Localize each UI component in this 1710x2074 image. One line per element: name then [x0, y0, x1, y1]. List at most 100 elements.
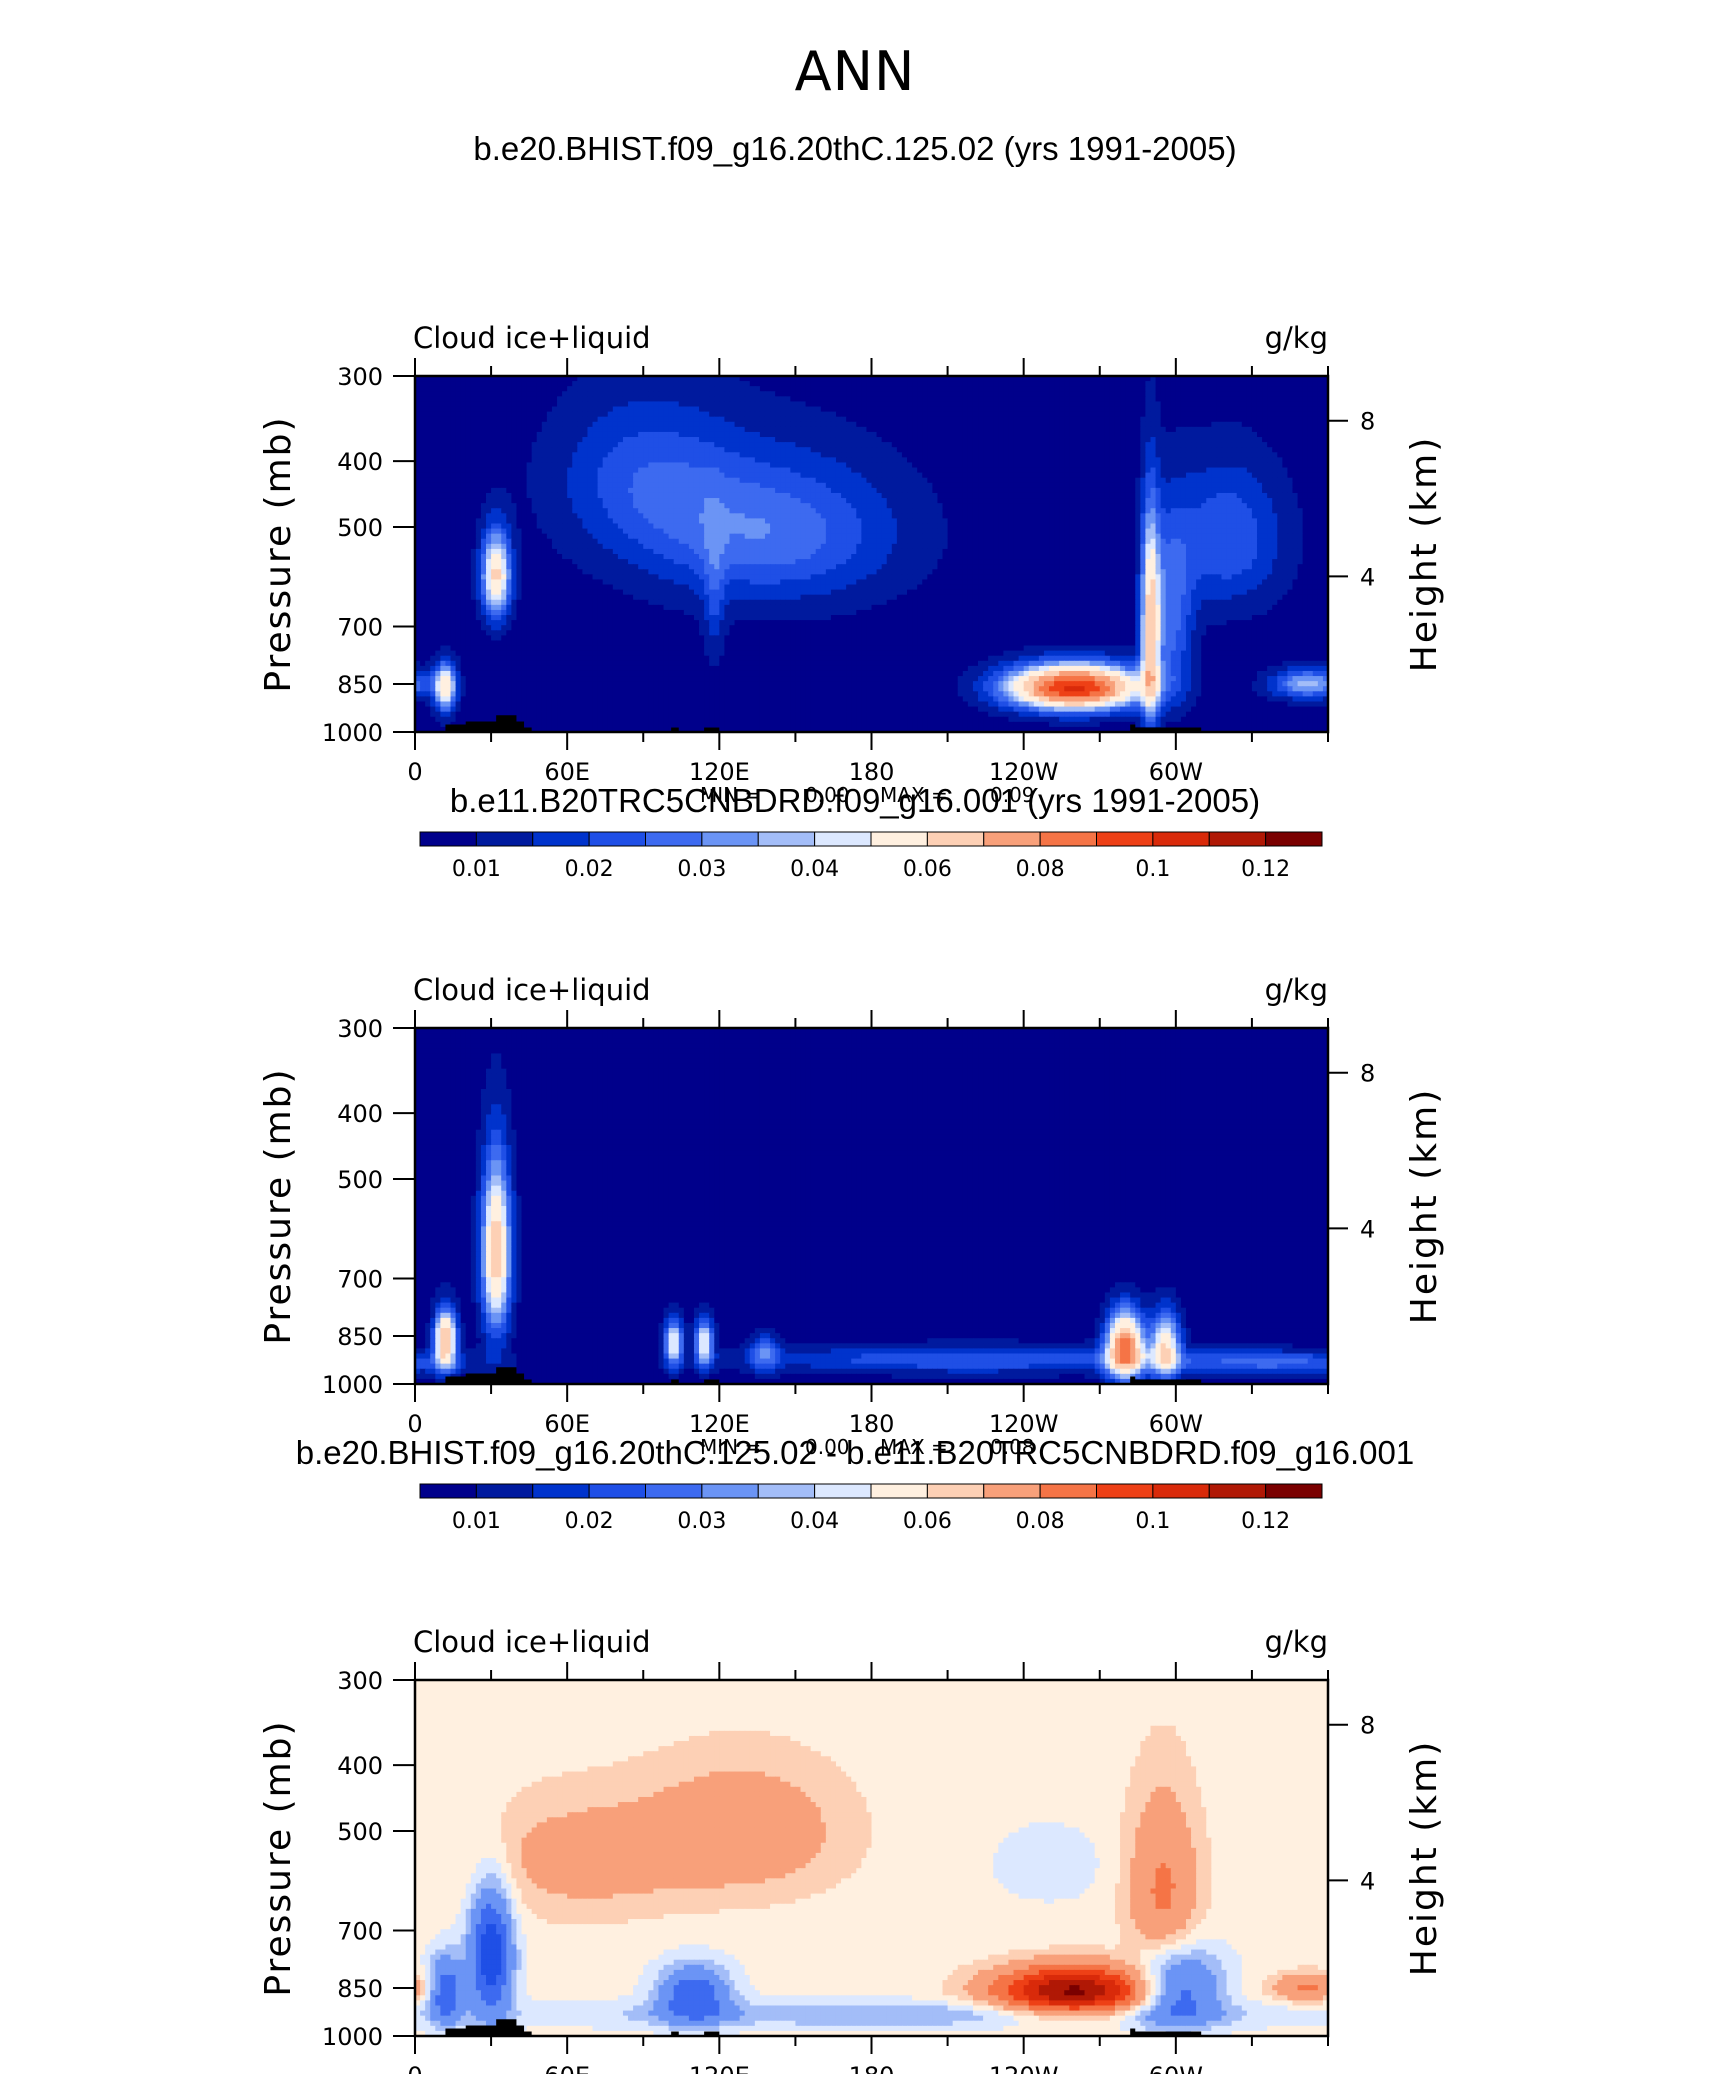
contour-cell — [729, 431, 736, 438]
contour-cell — [496, 391, 502, 397]
contour-cell — [815, 467, 822, 474]
contour-cell — [1064, 467, 1070, 474]
contour-cell — [551, 381, 558, 387]
contour-cell — [764, 401, 771, 408]
contour-cell — [1160, 477, 1167, 484]
contour-cell — [988, 467, 994, 474]
contour-cell — [993, 426, 999, 433]
contour-cell — [511, 391, 518, 397]
contour-cell — [1170, 381, 1177, 387]
contour-cell — [785, 472, 791, 479]
contour-cell — [633, 467, 639, 474]
contour-cell — [770, 477, 776, 484]
contour-cell — [516, 401, 523, 408]
contour-cell — [445, 416, 452, 423]
contour-cell — [450, 472, 457, 479]
contour-cell — [587, 437, 594, 443]
contour-cell — [957, 477, 964, 484]
contour-cell — [810, 457, 817, 464]
contour-cell — [1094, 452, 1101, 458]
contour-cell — [876, 447, 883, 453]
contour-cell — [912, 381, 918, 387]
contour-cell — [1246, 381, 1253, 387]
contour-cell — [435, 426, 441, 433]
contour-cell — [1322, 426, 1328, 433]
contour-cell — [425, 411, 431, 418]
contour-cell — [688, 381, 695, 387]
contour-cell — [1267, 462, 1273, 469]
contour-cell — [1231, 411, 1238, 418]
contour-cell — [1317, 442, 1324, 448]
contour-cell — [475, 472, 482, 479]
contour-cell — [699, 437, 705, 443]
contour-cell — [1013, 447, 1020, 453]
contour-cell — [1104, 487, 1111, 494]
contour-cell — [1008, 457, 1015, 464]
contour-cell — [815, 457, 822, 464]
contour-cell — [587, 416, 594, 423]
contour-cell — [1282, 498, 1289, 504]
contour-cell — [511, 431, 518, 438]
contour-cell — [653, 421, 660, 428]
contour-cell — [1302, 431, 1309, 438]
contour-cell — [912, 447, 918, 453]
contour-cell — [1099, 467, 1106, 474]
contour-cell — [1059, 437, 1065, 443]
contour-cell — [962, 442, 969, 448]
contour-cell — [815, 447, 822, 453]
contour-cell — [1170, 498, 1177, 504]
contour-cell — [633, 431, 639, 438]
contour-cell — [912, 513, 918, 519]
contour-cell — [739, 452, 746, 458]
contour-cell — [435, 411, 441, 418]
contour-cell — [683, 442, 690, 448]
contour-cell — [470, 467, 477, 474]
contour-cell — [445, 376, 452, 382]
contour-cell — [633, 487, 639, 494]
contour-cell — [1099, 381, 1106, 387]
contour-cell — [795, 426, 802, 433]
contour-cell — [886, 498, 893, 504]
contour-cell — [653, 411, 660, 418]
contour-cell — [430, 503, 436, 509]
contour-cell — [1292, 406, 1299, 413]
contour-cell — [435, 431, 441, 438]
contour-cell — [1206, 447, 1212, 453]
contour-cell — [1109, 386, 1116, 392]
contour-cell — [922, 477, 928, 484]
contour-cell — [790, 467, 797, 474]
contour-cell — [922, 487, 928, 494]
contour-cell — [952, 421, 959, 428]
contour-cell — [1114, 386, 1121, 392]
contour-cell — [1307, 457, 1314, 464]
contour-cell — [541, 487, 548, 494]
contour-cell — [1282, 411, 1289, 418]
contour-cell — [699, 416, 705, 423]
contour-cell — [1241, 396, 1248, 403]
contour-cell — [1079, 426, 1086, 433]
contour-cell — [856, 508, 862, 514]
contour-cell — [815, 442, 822, 448]
contour-cell — [1287, 457, 1294, 464]
contour-cell — [927, 376, 933, 382]
contour-cell — [754, 391, 761, 397]
contour-cell — [612, 431, 619, 438]
contour-cell — [952, 457, 959, 464]
contour-cell — [541, 416, 548, 423]
contour-cell — [998, 447, 1004, 453]
contour-cell — [1155, 508, 1162, 514]
contour-cell — [435, 376, 441, 382]
contour-cell — [592, 492, 599, 499]
contour-cell — [846, 431, 852, 438]
contour-cell — [638, 457, 644, 464]
contour-cell — [435, 492, 441, 499]
contour-cell — [1033, 421, 1040, 428]
contour-cell — [491, 426, 497, 433]
contour-cell — [699, 503, 705, 509]
contour-cell — [896, 426, 903, 433]
contour-cell — [602, 472, 609, 479]
contour-cell — [491, 391, 497, 397]
contour-cell — [1125, 452, 1131, 458]
contour-cell — [1130, 381, 1136, 387]
contour-cell — [1236, 416, 1243, 423]
